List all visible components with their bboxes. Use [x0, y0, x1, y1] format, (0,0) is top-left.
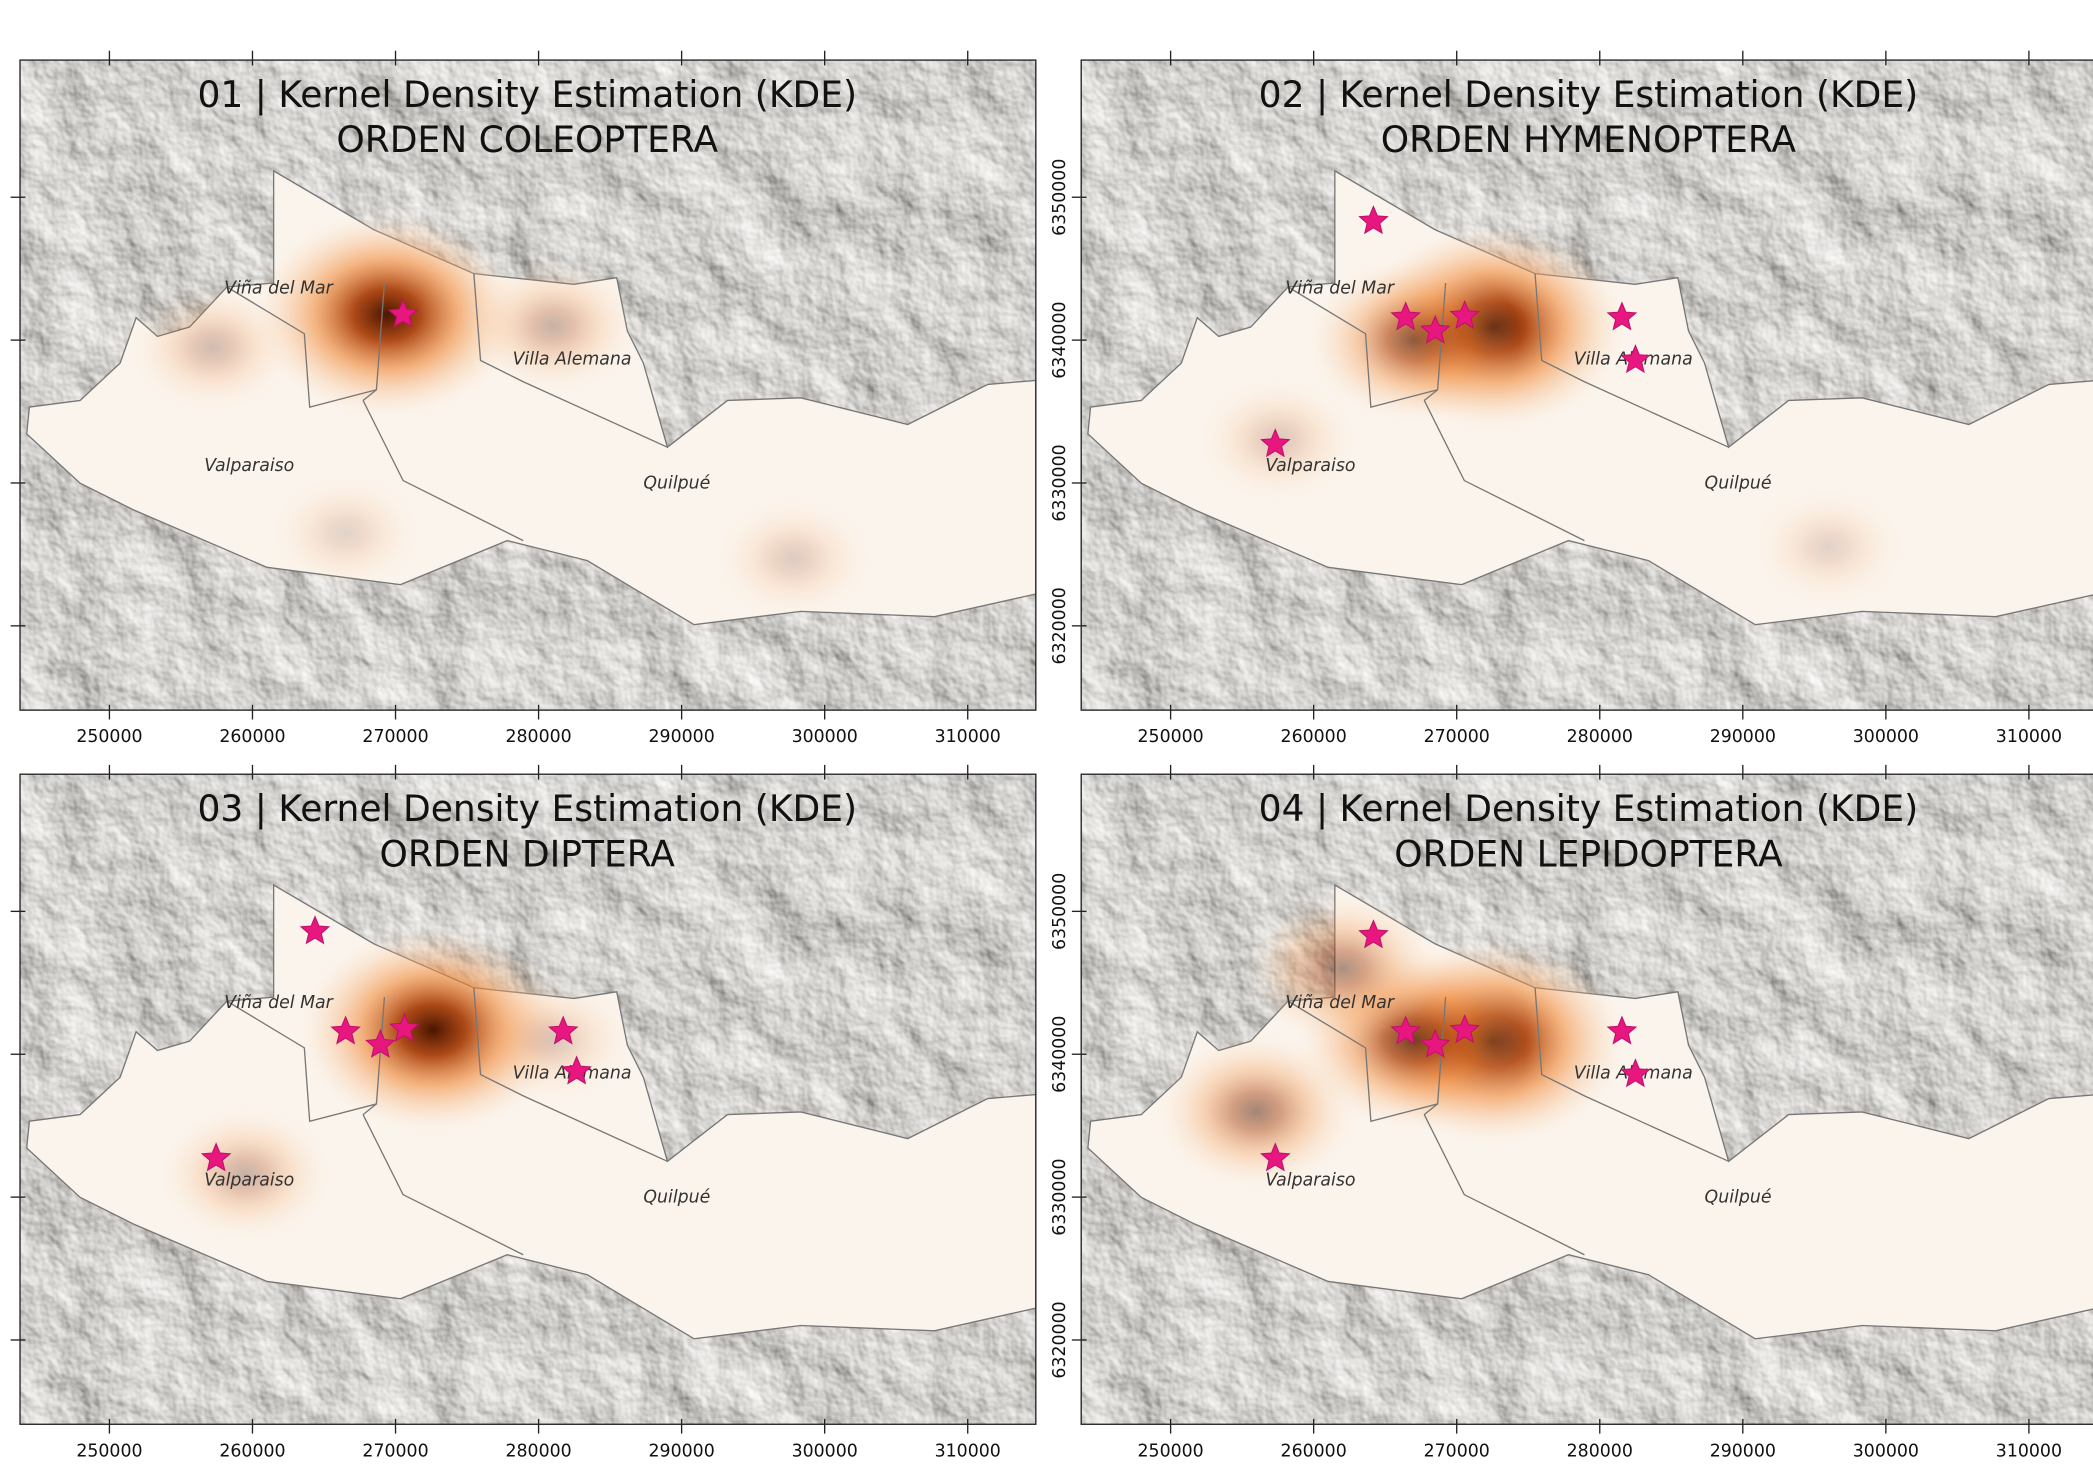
place-label: Valparaiso — [204, 456, 294, 476]
map-panel: Viña del Mar Villa Alemana Valparaiso Quilp… — [11, 51, 1036, 747]
x-tick-label: 310000 — [935, 1441, 1001, 1461]
panel-subtitle: ORDEN DIPTERA — [380, 834, 676, 875]
x-tick-label: 290000 — [1710, 1441, 1776, 1461]
x-tick-label: 260000 — [219, 727, 285, 747]
place-label: Quilpué — [1705, 1188, 1772, 1208]
x-tick-label: 290000 — [649, 1441, 715, 1461]
x-tick-label: 260000 — [219, 1441, 285, 1461]
y-tick-label: 6330000 — [1050, 1158, 1070, 1235]
x-tick-label: 300000 — [792, 727, 858, 747]
place-label: Viña del Mar — [224, 279, 334, 299]
y-tick-label: 6340000 — [1050, 1016, 1070, 1093]
place-label: Valparaiso — [1265, 1170, 1355, 1190]
x-tick-label: 280000 — [505, 1441, 571, 1461]
x-tick-label: 270000 — [362, 727, 428, 747]
x-tick-label: 270000 — [1424, 1441, 1490, 1461]
density-peak — [467, 259, 639, 392]
y-tick-label: 6330000 — [1050, 444, 1070, 521]
place-label: Quilpué — [1705, 474, 1772, 494]
x-tick-label: 260000 — [1281, 1441, 1347, 1461]
panel-subtitle: ORDEN HYMENOPTERA — [1381, 120, 1797, 161]
panel-title: 02 | Kernel Density Estimation (KDE) — [1259, 75, 1919, 116]
panel-subtitle: ORDEN LEPIDOPTERA — [1394, 834, 1783, 875]
density-peak — [1246, 894, 1438, 1042]
x-tick-label: 250000 — [1138, 1441, 1204, 1461]
density-peak — [1753, 489, 1905, 606]
y-tick-label: 6340000 — [1050, 301, 1070, 378]
y-tick-label: 6320000 — [1050, 1301, 1070, 1378]
x-tick-label: 290000 — [1710, 727, 1776, 747]
density-peak — [1157, 1035, 1355, 1188]
x-tick-label: 270000 — [1424, 727, 1490, 747]
x-tick-label: 300000 — [792, 1441, 858, 1461]
panel-title: 01 | Kernel Density Estimation (KDE) — [197, 75, 857, 116]
y-tick-label: 6320000 — [1050, 587, 1070, 664]
place-label: Quilpué — [643, 474, 710, 494]
place-label: Valparaiso — [1265, 456, 1355, 476]
x-tick-label: 270000 — [362, 1441, 428, 1461]
x-tick-label: 300000 — [1853, 1441, 1919, 1461]
figure: Viña del Mar Villa Alemana Valparaiso Quilp… — [0, 0, 2093, 1467]
x-tick-label: 290000 — [649, 727, 715, 747]
place-label: Villa Alemana — [513, 349, 632, 369]
x-tick-label: 310000 — [935, 727, 1001, 747]
density-peak — [715, 498, 871, 618]
place-label: Viña del Mar — [1285, 993, 1395, 1013]
place-label: Valparaiso — [204, 1170, 294, 1190]
x-tick-label: 280000 — [1567, 727, 1633, 747]
x-tick-label: 260000 — [1281, 727, 1347, 747]
place-label: Viña del Mar — [224, 993, 334, 1013]
y-tick-label: 6350000 — [1050, 159, 1070, 236]
panel-subtitle: ORDEN COLEOPTERA — [336, 120, 718, 161]
x-tick-label: 250000 — [1138, 727, 1204, 747]
x-tick-label: 280000 — [1567, 1441, 1633, 1461]
x-tick-label: 310000 — [1996, 727, 2062, 747]
map-panel: Viña del MarVilla AlemanaValparaisoQuilp… — [1050, 765, 2093, 1461]
place-label: Quilpué — [643, 1188, 710, 1208]
panel-title: 04 | Kernel Density Estimation (KDE) — [1259, 789, 1919, 830]
place-label: Viña del Mar — [1285, 279, 1395, 299]
y-tick-label: 6350000 — [1050, 873, 1070, 950]
x-tick-label: 280000 — [505, 727, 571, 747]
panel-title: 03 | Kernel Density Estimation (KDE) — [197, 789, 857, 830]
density-peak — [130, 283, 295, 411]
map-body: Viña del Mar Villa Alemana Valparaiso Quilp… — [20, 60, 1036, 710]
x-tick-label: 250000 — [76, 1441, 142, 1461]
x-tick-label: 250000 — [76, 727, 142, 747]
x-tick-label: 300000 — [1853, 727, 1919, 747]
x-tick-label: 310000 — [1996, 1441, 2062, 1461]
density-peak — [269, 474, 421, 591]
